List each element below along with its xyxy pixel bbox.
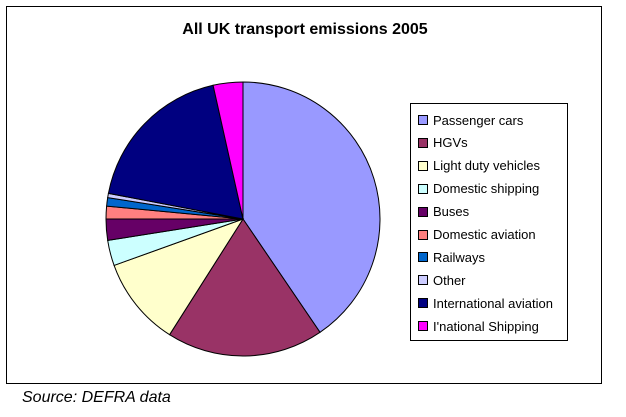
legend-swatch (418, 183, 428, 194)
legend-label: International aviation (433, 295, 553, 311)
legend-label: Light duty vehicles (433, 158, 540, 174)
legend-swatch (418, 115, 428, 125)
legend-swatch (418, 206, 428, 217)
legend-item: Light duty vehicles (418, 158, 540, 174)
legend-item: HGVs (418, 135, 468, 151)
legend-item: Domestic shipping (418, 181, 539, 197)
legend: Passenger cars HGVs Light duty vehicles Dom… (410, 103, 568, 341)
pie-slice-international-aviation (107, 84, 244, 220)
legend-swatch (418, 321, 428, 332)
legend-label: Other (433, 272, 466, 288)
pie-slice-hgvs (168, 218, 321, 357)
legend-item: Passenger cars (418, 112, 523, 128)
legend-swatch (418, 298, 428, 309)
legend-item: Other (418, 272, 466, 288)
chart-title: All UK transport emissions 2005 (182, 21, 428, 38)
pie-slice-light-duty-vehicles (113, 218, 245, 336)
legend-swatch (418, 229, 428, 240)
legend-item: I'national Shipping (418, 318, 539, 334)
legend-label: Buses (433, 204, 470, 220)
legend-label: Domestic aviation (433, 227, 536, 242)
pie-chart (105, 81, 381, 357)
legend-label: Domestic shipping (433, 181, 540, 197)
legend-swatch (418, 252, 428, 263)
legend-item: Buses (418, 204, 469, 220)
legend-item: Railways (418, 249, 485, 265)
legend-item: Domestic aviation (418, 227, 536, 243)
legend-label: Railways (433, 249, 486, 265)
legend-label: Passenger cars (433, 112, 524, 128)
source-note: Source: DEFRA data (22, 389, 171, 406)
legend-swatch (418, 137, 428, 148)
legend-item: International aviation (418, 295, 553, 311)
chart-frame: All UK transport emissions 2005 Passenge… (6, 6, 602, 384)
pie-slice-i-national-shipping (212, 81, 244, 220)
legend-swatch (418, 275, 428, 286)
pie-slice-passenger-cars (242, 81, 381, 334)
legend-label: I'national Shipping (433, 318, 539, 334)
legend-swatch (418, 160, 428, 171)
legend-label: HGVs (433, 135, 468, 151)
